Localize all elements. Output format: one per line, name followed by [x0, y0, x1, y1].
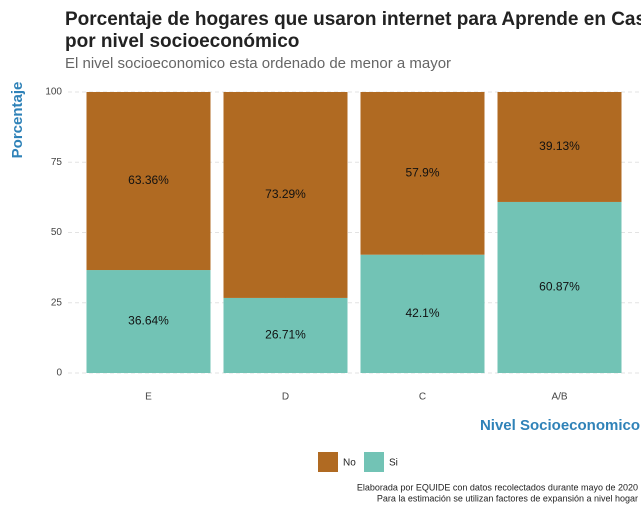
y-tick-label: 0	[56, 368, 62, 379]
chart-title: Porcentaje de hogares que usaron interne…	[65, 9, 641, 30]
legend-label: Si	[389, 458, 398, 469]
bar-segment	[497, 201, 622, 373]
y-tick-label: 75	[51, 157, 63, 168]
chart-title: por nivel socioeconómico	[65, 31, 299, 52]
x-tick-label: C	[419, 392, 426, 403]
caption: Para la estimación se utilizan factores …	[377, 493, 638, 503]
bar-segment	[223, 92, 348, 298]
data-label: 39.13%	[539, 139, 580, 153]
x-tick-label: D	[282, 392, 289, 403]
data-label: 26.71%	[265, 328, 306, 342]
bar-segment	[497, 92, 622, 202]
y-axis-label: Porcentaje	[9, 82, 26, 159]
y-tick-label: 100	[45, 87, 62, 98]
data-label: 63.36%	[128, 173, 169, 187]
legend-swatch	[318, 452, 338, 472]
caption: Elaborada por EQUIDE con datos recolecta…	[357, 482, 638, 492]
bar-segment	[360, 254, 485, 373]
x-tick-label: E	[145, 392, 152, 403]
x-tick-label: A/B	[551, 392, 567, 403]
data-label: 60.87%	[539, 280, 580, 294]
chart-subtitle: El nivel socioeconomico esta ordenado de…	[65, 55, 451, 72]
bar-segment	[86, 92, 211, 271]
data-label: 57.9%	[405, 166, 439, 180]
x-axis-label: Nivel Socioeconomico	[480, 417, 640, 434]
data-label: 73.29%	[265, 187, 306, 201]
legend-swatch	[364, 452, 384, 472]
bar-segment	[360, 92, 485, 255]
data-label: 36.64%	[128, 314, 169, 328]
data-label: 42.1%	[405, 306, 439, 320]
y-tick-label: 25	[51, 297, 63, 308]
legend-label: No	[343, 458, 356, 469]
y-tick-label: 50	[51, 227, 63, 238]
bar-segment	[223, 297, 348, 373]
bar-segment	[86, 270, 211, 373]
